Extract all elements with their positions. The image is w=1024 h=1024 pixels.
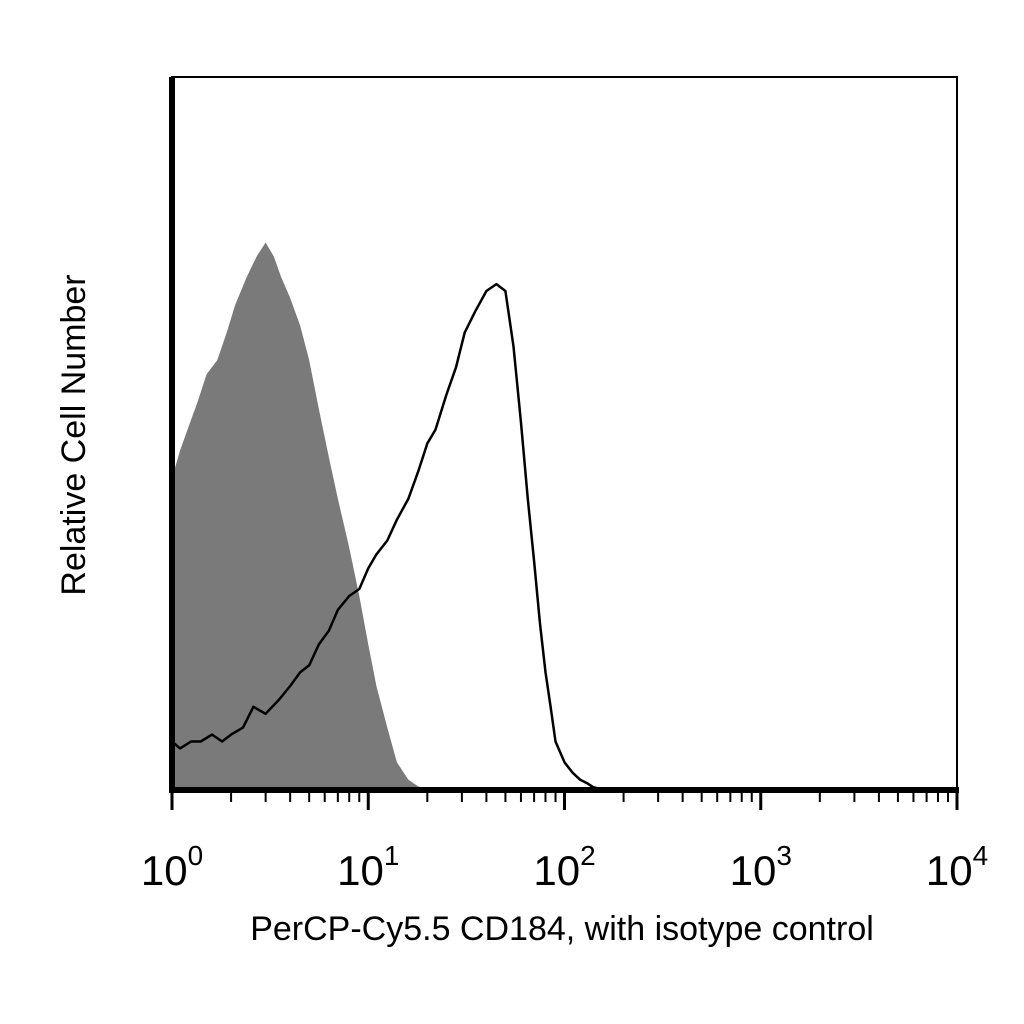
x-tick-label: 102 [533,840,595,894]
cd184-histogram-line [171,282,605,792]
x-tick-label: 101 [337,840,399,894]
series-layer [171,242,605,792]
y-axis-title: Relative Cell Number [55,274,93,595]
x-tick-label: 103 [730,840,792,894]
isotype-control-filled-histogram [172,242,506,790]
x-axis-ticks [170,790,959,810]
x-axis-title: PerCP-Cy5.5 CD184, with isotype control [250,910,874,948]
x-tick-label: 100 [141,840,203,894]
x-tick-label: 104 [926,840,988,894]
x-axis-tick-labels: 100 101 102 103 104 [141,840,988,894]
